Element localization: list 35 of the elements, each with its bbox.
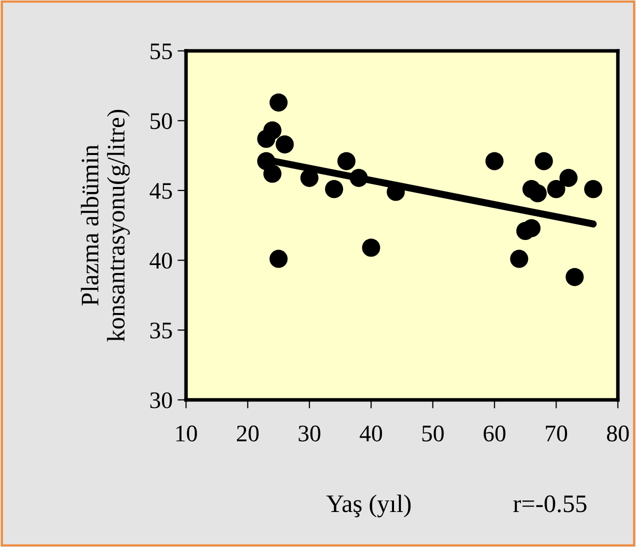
y-tick-label: 30 xyxy=(150,392,172,408)
x-tick-label: 70 xyxy=(546,426,568,442)
x-tick-label: 60 xyxy=(484,426,506,442)
point xyxy=(276,135,294,154)
y-tick-label: 40 xyxy=(150,252,172,269)
point xyxy=(325,180,344,198)
x-tick-label: 50 xyxy=(422,426,444,442)
point xyxy=(534,152,553,170)
point xyxy=(485,152,504,170)
point xyxy=(270,250,288,268)
text: r=-0.55 xyxy=(513,495,586,512)
point xyxy=(257,130,276,148)
point xyxy=(559,168,578,187)
y-tick-label: 45 xyxy=(150,183,172,199)
x-tick-label: 80 xyxy=(606,426,629,442)
x-tick-label: 10 xyxy=(176,426,197,442)
x-tick-label: 20 xyxy=(236,426,259,442)
point xyxy=(547,180,566,198)
point xyxy=(566,268,584,286)
point xyxy=(362,238,380,257)
y-tick-label: 50 xyxy=(150,113,172,130)
y-tick-label: 35 xyxy=(150,322,172,338)
point xyxy=(510,250,528,268)
x-axis-title: Yaş (yıl) xyxy=(326,494,411,518)
x-tick-label: 40 xyxy=(360,426,382,442)
point xyxy=(337,152,356,170)
y-tick-label: 55 xyxy=(150,44,172,60)
point xyxy=(270,93,288,112)
x-tick-label: 30 xyxy=(298,426,320,442)
point xyxy=(300,168,318,187)
point xyxy=(584,180,602,198)
y-axis-title: Plazma albümin konsantrasyonu(g/litre) xyxy=(80,110,130,342)
point xyxy=(263,164,282,183)
point xyxy=(350,168,368,187)
point xyxy=(528,184,547,202)
